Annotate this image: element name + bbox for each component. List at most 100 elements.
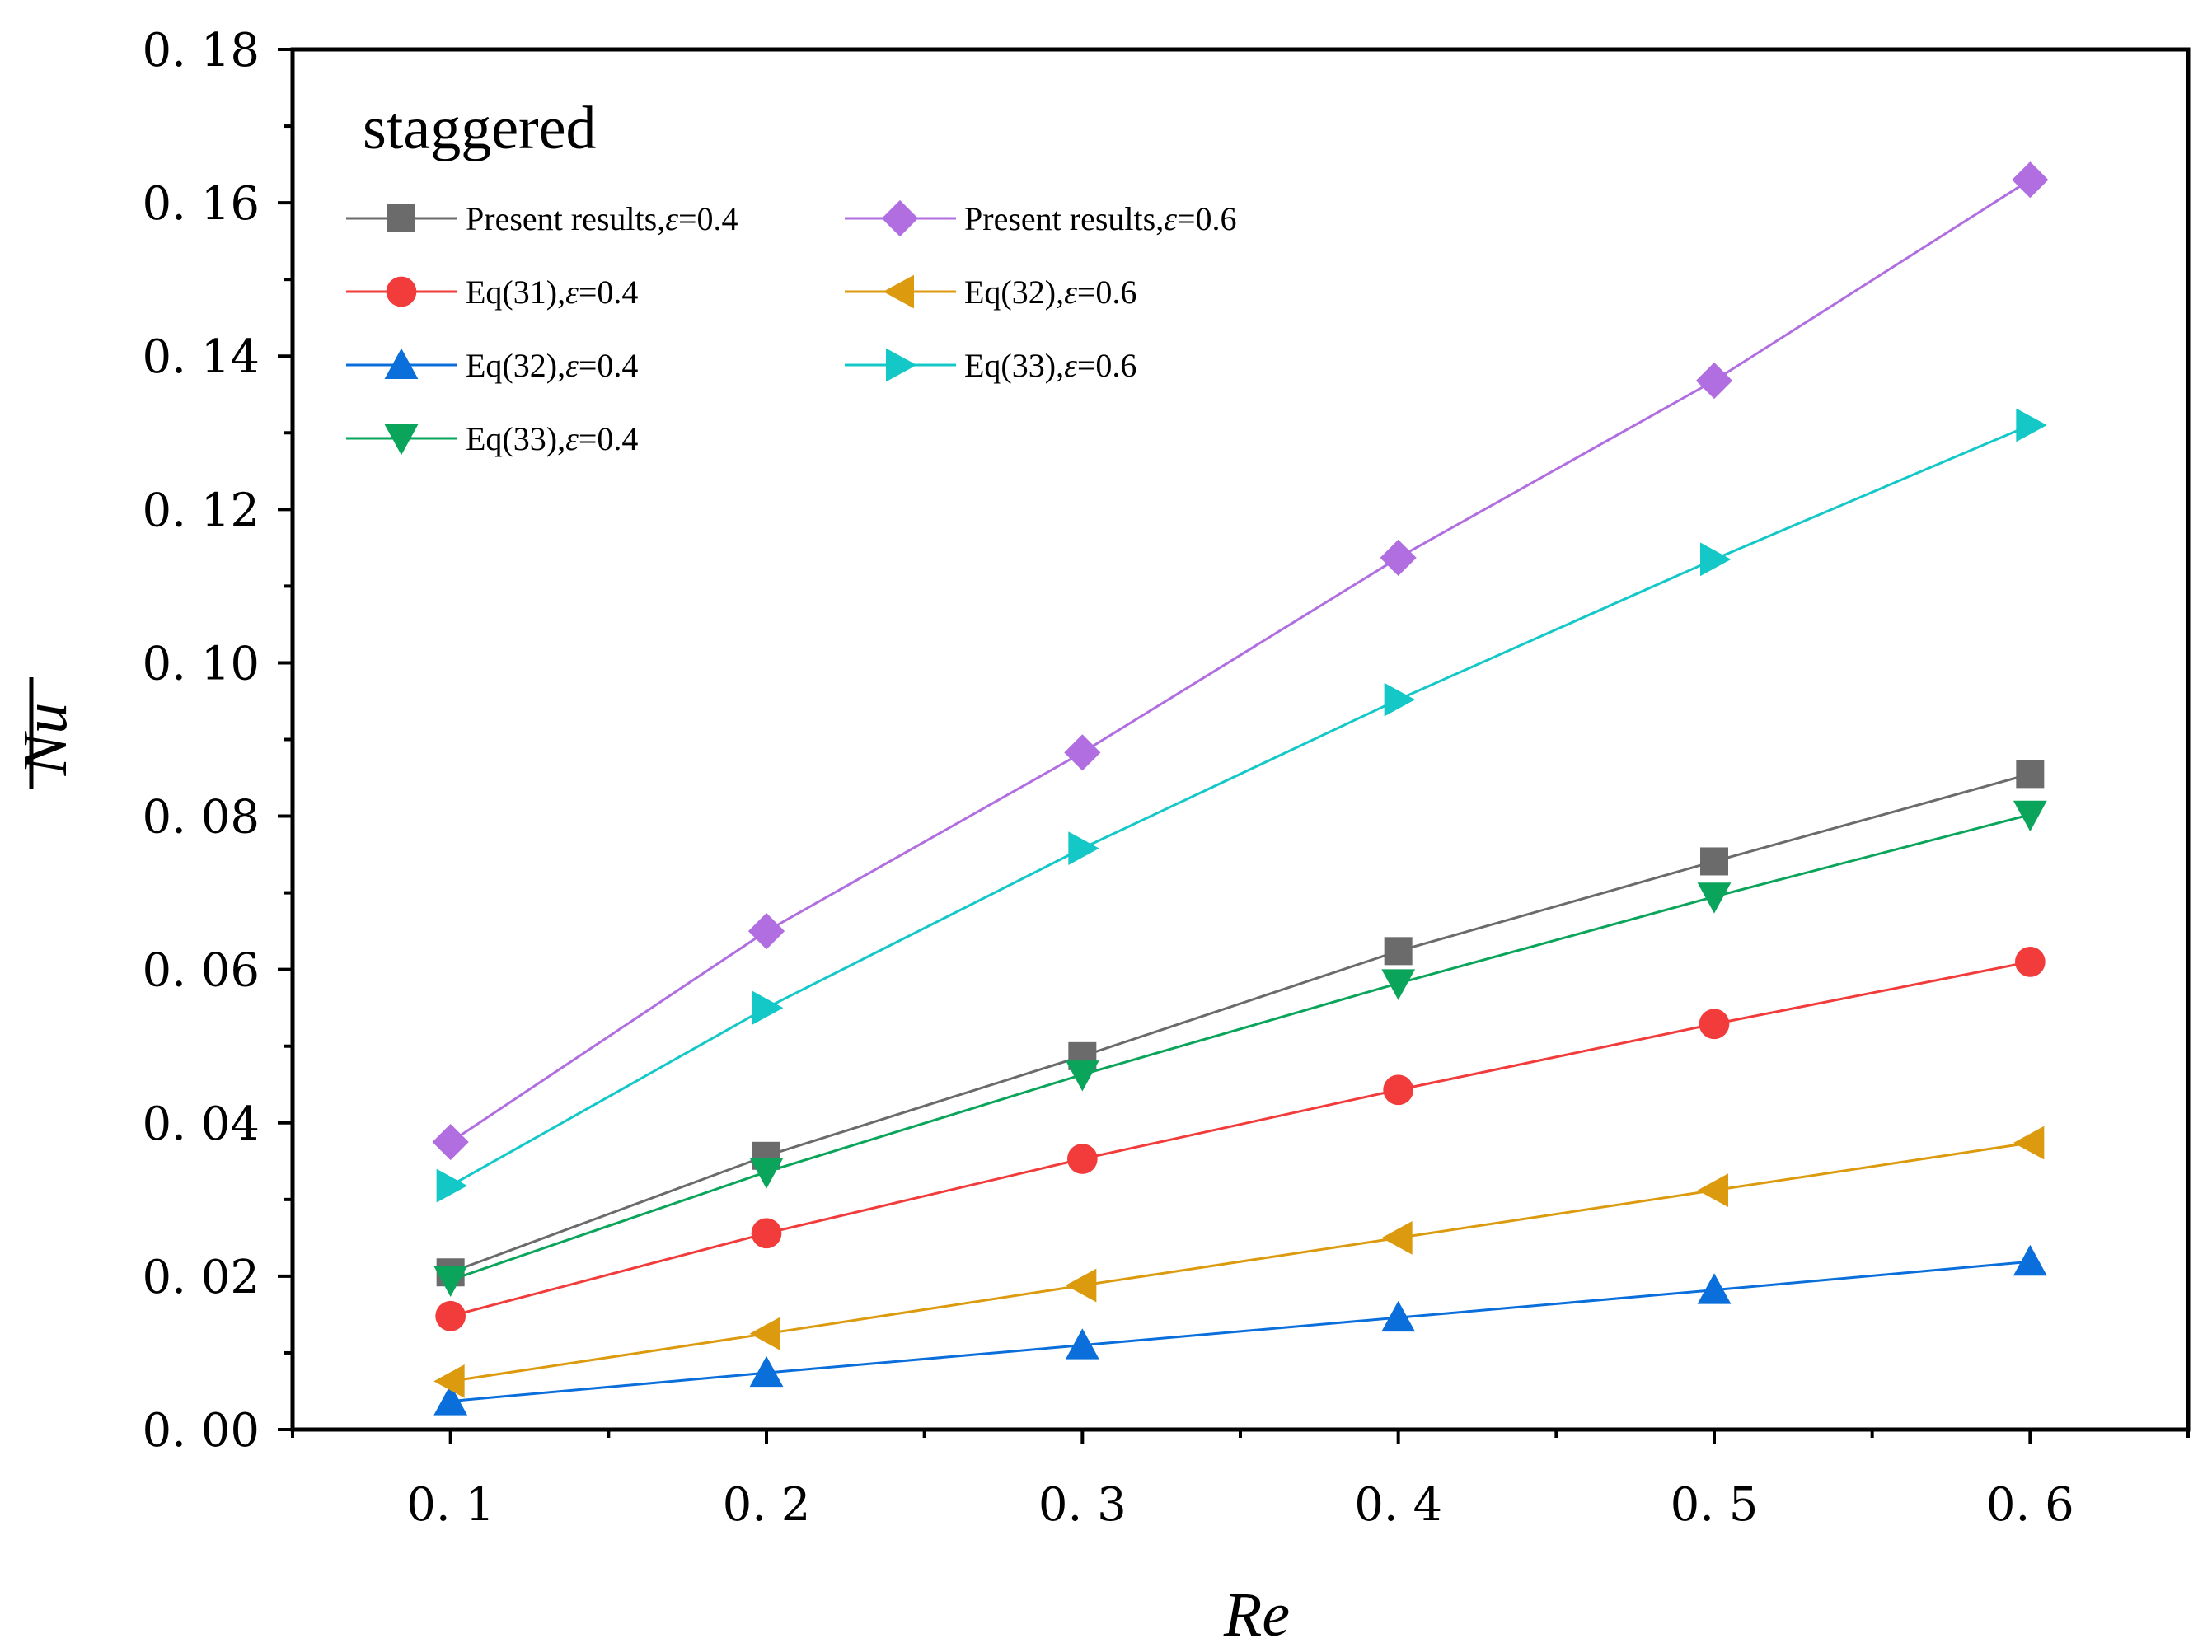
data-point-eq32-06 — [433, 1364, 465, 1398]
y-tick-label: 0. 00 — [143, 1404, 260, 1458]
y-axis-title: Nu — [11, 703, 80, 777]
data-point-eq31-04 — [1066, 1144, 1098, 1174]
data-point-present-04 — [1384, 937, 1413, 966]
series-present-04 — [436, 760, 2045, 1287]
annotation-staggered: staggered — [363, 95, 597, 162]
y-tick-label: 0. 10 — [143, 637, 260, 690]
data-point-eq33-04 — [2013, 800, 2047, 832]
data-point-eq31-04 — [1699, 1009, 1730, 1040]
x-tick-label: 0. 5 — [1671, 1478, 1759, 1532]
legend-entry-eq33-06: Eq(33),ε=0.6 — [845, 347, 1136, 384]
plot-frame — [290, 47, 2191, 1432]
legend-marker — [886, 348, 917, 382]
series-line-eq31-04 — [450, 960, 2031, 1317]
data-point-eq33-04 — [433, 1266, 468, 1297]
data-point-eq33-04 — [749, 1158, 784, 1189]
x-tick-label: 0. 3 — [1038, 1478, 1127, 1532]
data-point-present-06 — [1380, 539, 1417, 577]
legend-marker — [384, 424, 419, 456]
legend-marker — [883, 274, 914, 309]
y-axis-title-group: Nu — [11, 677, 80, 789]
series-eq32-06 — [433, 1126, 2045, 1398]
data-point-eq33-04 — [1381, 969, 1416, 1000]
series-eq32-04 — [433, 1244, 2047, 1416]
legend-entry-eq33-04: Eq(33),ε=0.4 — [346, 420, 638, 457]
y-tick-label: 0. 08 — [143, 791, 260, 845]
y-tick-label: 0. 16 — [143, 177, 260, 231]
data-point-present-06 — [1695, 362, 1733, 400]
data-point-eq33-06 — [436, 1168, 468, 1203]
data-point-present-06 — [2012, 161, 2049, 199]
data-point-eq32-04 — [749, 1355, 784, 1388]
data-point-present-04 — [2016, 760, 2045, 789]
x-axis-title: Re — [1223, 1580, 1290, 1650]
series-line-present-06 — [449, 178, 2032, 1144]
y-tick-label: 0. 04 — [143, 1097, 260, 1151]
legend-marker — [386, 276, 417, 307]
legend-label: Eq(33),ε=0.6 — [964, 347, 1136, 384]
x-tick-label: 0. 1 — [406, 1478, 494, 1532]
data-point-eq32-06 — [1697, 1173, 1728, 1208]
legend-marker — [881, 199, 919, 237]
data-point-eq33-06 — [1384, 682, 1416, 717]
y-tick-label: 0. 18 — [143, 24, 260, 77]
series-line-eq33-04 — [450, 813, 2031, 1281]
x-tick-label: 0. 4 — [1354, 1478, 1442, 1532]
legend-label: Eq(31),ε=0.4 — [466, 274, 638, 311]
data-point-eq32-06 — [1381, 1220, 1413, 1255]
data-point-eq33-06 — [1068, 831, 1099, 866]
series-line-eq32-06 — [450, 1141, 2031, 1383]
data-point-eq32-04 — [1065, 1328, 1099, 1360]
data-point-eq32-04 — [1381, 1300, 1416, 1332]
data-point-present-06 — [747, 913, 785, 950]
series-layer — [432, 161, 2049, 1416]
data-point-eq31-04 — [2014, 947, 2046, 977]
data-point-eq31-04 — [751, 1218, 782, 1249]
data-point-eq33-06 — [2016, 408, 2047, 442]
legend-label: Eq(33),ε=0.4 — [466, 420, 638, 457]
series-line-present-04 — [450, 772, 2031, 1274]
data-point-eq32-06 — [1065, 1268, 1097, 1303]
axes — [290, 47, 2191, 1432]
legend-entry-eq32-04: Eq(32),ε=0.4 — [346, 347, 638, 384]
series-present-06 — [432, 161, 2049, 1161]
legend-label: Eq(32),ε=0.6 — [964, 274, 1136, 311]
legend-label: Present results,ε=0.6 — [964, 200, 1237, 237]
y-tick-label: 0. 12 — [143, 484, 260, 537]
y-tick-label: 0. 14 — [143, 330, 260, 384]
series-eq31-04 — [435, 947, 2046, 1331]
series-line-eq32-04 — [450, 1260, 2031, 1403]
legend-entry-eq31-04: Eq(31),ε=0.4 — [346, 274, 638, 311]
data-point-eq32-04 — [1697, 1273, 1732, 1304]
data-point-present-06 — [432, 1123, 469, 1161]
series-eq33-06 — [436, 408, 2047, 1203]
data-point-present-06 — [1064, 734, 1101, 771]
legend-label: Eq(32),ε=0.4 — [466, 347, 638, 384]
legend-entry-present-06: Present results,ε=0.6 — [845, 199, 1237, 237]
legend: Present results,ε=0.4 Present results,ε=0… — [346, 199, 1237, 457]
data-point-present-04 — [1700, 847, 1728, 876]
data-point-eq33-04 — [1697, 882, 1732, 914]
y-tick-label: 0. 02 — [143, 1251, 260, 1304]
x-tick-label: 0. 6 — [1986, 1478, 2074, 1532]
data-point-eq32-04 — [2013, 1244, 2047, 1276]
data-point-eq32-06 — [749, 1317, 780, 1351]
legend-entry-present-04: Present results,ε=0.4 — [346, 200, 738, 237]
data-point-eq31-04 — [435, 1300, 466, 1331]
data-point-eq32-06 — [2013, 1126, 2045, 1160]
legend-marker — [384, 348, 419, 379]
y-tick-label: 0. 06 — [143, 944, 260, 998]
ticks: 0. 1 0. 2 0. 3 0. 4 0. 5 0. 6 0. 00 0. 02 0. 04 0… — [143, 24, 2190, 1532]
data-point-eq32-04 — [433, 1384, 468, 1416]
data-point-eq33-06 — [1700, 542, 1732, 577]
data-point-eq33-04 — [1065, 1060, 1099, 1092]
legend-label: Present results,ε=0.4 — [466, 200, 738, 237]
data-point-eq33-06 — [752, 990, 784, 1025]
data-point-eq31-04 — [1383, 1074, 1414, 1106]
x-tick-label: 0. 2 — [723, 1478, 811, 1532]
legend-entry-eq32-06: Eq(32),ε=0.6 — [845, 274, 1136, 311]
series-eq33-04 — [433, 800, 2047, 1297]
series-line-eq33-06 — [449, 424, 2031, 1187]
legend-marker — [387, 204, 415, 232]
